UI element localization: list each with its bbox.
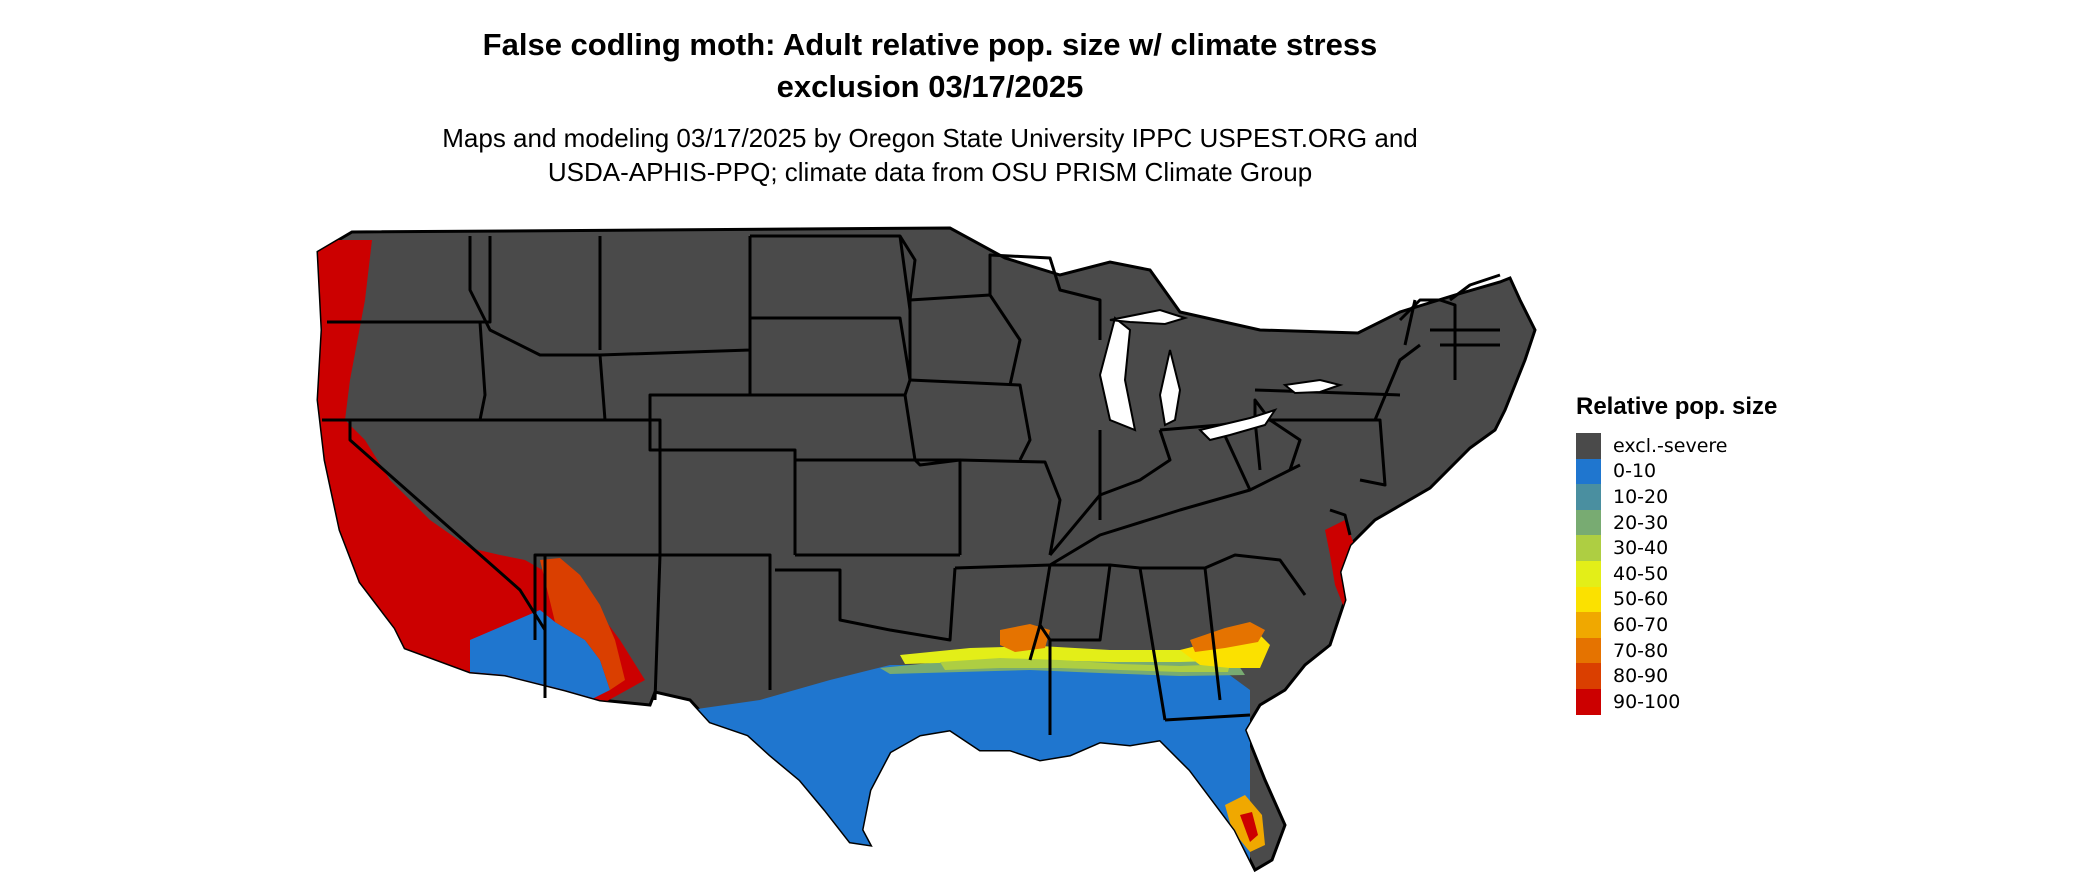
legend-label: 30-40 — [1613, 537, 1669, 560]
legend-label: 80-90 — [1613, 665, 1669, 688]
legend-item: 60-70 — [1576, 612, 1777, 638]
legend-label: 40-50 — [1613, 562, 1669, 585]
zone-70-80-georgia — [1190, 622, 1265, 652]
subtitle-line-1: Maps and modeling 03/17/2025 by Oregon S… — [442, 123, 1418, 153]
legend-label: 10-20 — [1613, 485, 1669, 508]
us-landmass — [316, 226, 1537, 873]
us-outline — [316, 226, 1537, 873]
legend-swatch — [1576, 509, 1601, 536]
map-subtitle: Maps and modeling 03/17/2025 by Oregon S… — [350, 121, 1510, 189]
legend-swatch — [1576, 535, 1601, 561]
legend-item: 10-20 — [1576, 484, 1777, 510]
legend-swatch — [1576, 663, 1601, 689]
legend-item: 30-40 — [1576, 535, 1777, 561]
legend-items: excl.-severe 0-10 10-20 20-30 30-40 40-5… — [1576, 433, 1777, 715]
legend-swatch — [1576, 484, 1601, 510]
legend-label: 70-80 — [1613, 639, 1669, 662]
legend-swatch — [1576, 586, 1601, 613]
legend-item: 70-80 — [1576, 637, 1777, 664]
title-line-1: False codling moth: Adult relative pop. … — [482, 27, 1378, 62]
legend-item: 50-60 — [1576, 586, 1777, 613]
zone-80-90-southwest — [540, 558, 625, 690]
legend-item: 20-30 — [1576, 509, 1777, 536]
subtitle-line-2: USDA-APHIS-PPQ; climate data from OSU PR… — [547, 157, 1313, 187]
legend-swatch — [1576, 612, 1601, 638]
legend-label: 20-30 — [1613, 511, 1669, 534]
legend-swatch — [1576, 637, 1601, 664]
legend: Relative pop. size excl.-severe 0-10 10-… — [1576, 393, 1777, 715]
legend-item: 40-50 — [1576, 560, 1777, 587]
great-lakes — [1098, 308, 1344, 442]
legend-item: 0-10 — [1576, 458, 1777, 485]
legend-swatch — [1576, 433, 1601, 459]
legend-item: 90-100 — [1576, 688, 1777, 715]
legend-label: 90-100 — [1613, 690, 1681, 713]
legend-label: 60-70 — [1613, 613, 1669, 636]
map-title: False codling moth: Adult relative pop. … — [350, 24, 1510, 108]
legend-label: excl.-severe — [1613, 434, 1728, 457]
legend-swatch — [1576, 458, 1601, 485]
legend-swatch — [1576, 560, 1601, 587]
legend-item: 80-90 — [1576, 663, 1777, 689]
zone-0-10-southwest — [470, 610, 610, 700]
legend-label: 0-10 — [1613, 460, 1657, 483]
state-borders — [322, 234, 1501, 735]
legend-label: 50-60 — [1613, 588, 1669, 611]
legend-swatch — [1576, 688, 1601, 715]
legend-item: excl.-severe — [1576, 433, 1777, 459]
title-line-2: exclusion 03/17/2025 — [776, 69, 1084, 104]
legend-title: Relative pop. size — [1576, 393, 1778, 420]
zone-90-100-florida — [1240, 812, 1258, 842]
